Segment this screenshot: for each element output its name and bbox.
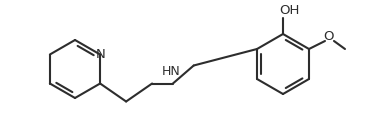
Text: OH: OH (279, 4, 299, 16)
Text: N: N (96, 48, 106, 61)
Text: O: O (324, 30, 334, 44)
Text: HN: HN (161, 65, 180, 77)
